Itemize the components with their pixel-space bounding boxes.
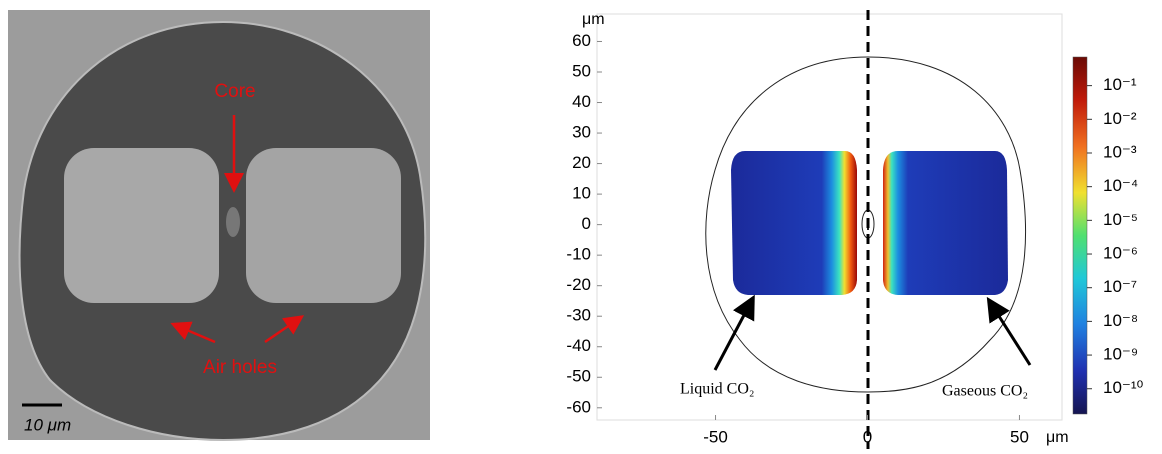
colorbar-label: 10⁻² bbox=[1103, 109, 1137, 128]
y-tick-label: 40 bbox=[572, 92, 591, 111]
y-tick-label: -30 bbox=[566, 306, 591, 325]
colorbar-label: 10⁻⁹ bbox=[1103, 345, 1138, 364]
y-tick-label: 10 bbox=[572, 184, 591, 203]
y-tick-label: 60 bbox=[572, 31, 591, 50]
y-tick-label: -40 bbox=[566, 336, 591, 355]
liquid-label: Liquid CO₂ bbox=[680, 381, 754, 398]
core-label: Core bbox=[214, 81, 255, 102]
colorbar-label: 10⁻¹⁰ bbox=[1103, 378, 1144, 397]
y-tick-label: 0 bbox=[582, 214, 591, 233]
y-unit: μm bbox=[582, 11, 605, 28]
colorbar-label: 10⁻⁶ bbox=[1103, 244, 1138, 263]
x-tick-label: 0 bbox=[863, 427, 872, 446]
colorbar-label: 10⁻¹ bbox=[1103, 75, 1137, 94]
scale-bar-label: 10 μm bbox=[24, 415, 71, 434]
gaseous-label: Gaseous CO₂ bbox=[942, 383, 1028, 400]
y-tick-label: -10 bbox=[566, 245, 591, 264]
colorbar-label: 10⁻⁵ bbox=[1103, 210, 1138, 229]
micrograph bbox=[8, 10, 430, 442]
y-tick-label: 30 bbox=[572, 123, 591, 142]
colorbar-label: 10⁻⁸ bbox=[1103, 311, 1138, 330]
colorbar-label: 10⁻³ bbox=[1103, 142, 1137, 161]
y-tick-label: -60 bbox=[566, 397, 591, 416]
y-tick-label: 20 bbox=[572, 153, 591, 172]
simulation bbox=[596, 10, 1088, 449]
x-tick-label: 50 bbox=[1010, 427, 1029, 446]
colorbar-label: 10⁻⁴ bbox=[1103, 176, 1138, 195]
y-tick-label: -50 bbox=[566, 367, 591, 386]
x-unit: μm bbox=[1046, 429, 1069, 446]
y-tick-label: 50 bbox=[572, 61, 591, 80]
y-tick-label: -20 bbox=[566, 275, 591, 294]
colorbar-label: 10⁻⁷ bbox=[1103, 277, 1137, 296]
x-tick-label: -50 bbox=[703, 427, 728, 446]
air-holes-label: Air holes bbox=[203, 357, 277, 378]
